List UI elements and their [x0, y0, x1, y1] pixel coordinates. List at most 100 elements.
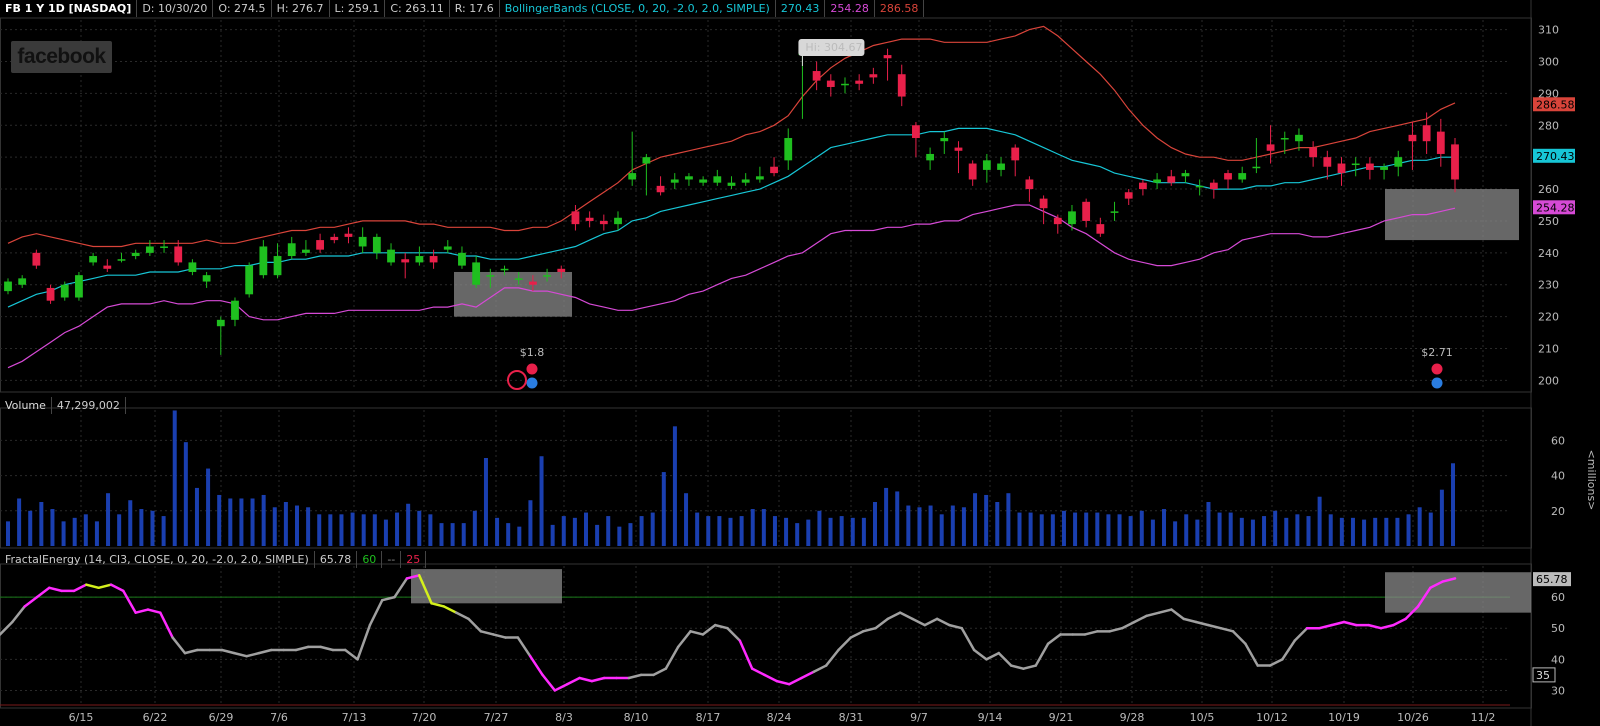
x-tick-label: 7/20 [412, 711, 437, 724]
volume-bar [995, 502, 1000, 546]
volume-bar [1451, 463, 1455, 546]
fe-line-segment [442, 605, 458, 614]
candle-body [1068, 211, 1076, 225]
x-tick-label: 10/26 [1397, 711, 1429, 724]
volume-bar [917, 507, 922, 546]
price-y-tick: 220 [1538, 311, 1559, 324]
candle-body [812, 71, 821, 81]
volume-bar [295, 505, 299, 546]
volume-bar [1184, 514, 1189, 546]
x-tick-label: 9/7 [910, 711, 928, 724]
volume-label[interactable]: Volume [0, 397, 52, 414]
candle-body [1209, 182, 1218, 190]
candle-body [741, 179, 750, 183]
fe-level-hi: 60 [357, 551, 383, 568]
candle-body [940, 138, 949, 142]
bollinger-label[interactable]: BollingerBands (CLOSE, 0, 20, -2.0, 2.0,… [500, 0, 776, 17]
bollinger-lower-line [7, 204, 1456, 369]
dividend-info-icon [1431, 377, 1443, 389]
candle-body [117, 259, 126, 261]
volume-bar [1250, 519, 1255, 546]
fe-level-lo: 25 [401, 551, 427, 568]
volume-bar [817, 510, 822, 546]
fe-line-segment [1022, 664, 1038, 670]
candle-body [912, 125, 920, 139]
candle-body [32, 252, 41, 266]
candle-body [642, 157, 651, 164]
upper-band-tag-bg [1533, 97, 1575, 112]
volume-bar [1328, 514, 1333, 546]
candle-body [1167, 176, 1176, 183]
candle-body [245, 265, 254, 295]
fe-y-tick: 60 [1551, 591, 1565, 604]
volume-bar [1373, 517, 1378, 546]
fe-line-segment [1441, 577, 1457, 583]
volume-bar [406, 503, 411, 546]
fe-line-segment [1170, 608, 1185, 621]
price-header: FB 1 Y 1D [NASDAQ] D: 10/30/20 O: 274.5 … [0, 0, 925, 17]
candle-body [231, 300, 239, 320]
x-tick-label: 8/31 [839, 711, 864, 724]
fe-line-segment [171, 636, 187, 655]
fe-line-segment [1207, 623, 1222, 630]
fe-line-segment [294, 645, 310, 652]
volume-bar [584, 512, 588, 546]
fe-line-segment [1046, 633, 1062, 646]
volume-bar [272, 507, 277, 546]
volume-bar [795, 523, 800, 546]
fe-line-segment [454, 611, 470, 621]
fractal-energy-value: 65.78 [315, 551, 358, 568]
volume-bar [850, 517, 855, 546]
x-tick-label: 6/15 [69, 711, 94, 724]
candle-body [628, 173, 637, 180]
volume-bar [72, 517, 77, 546]
fe-line-segment [344, 648, 359, 661]
fractal-energy-label[interactable]: FractalEnergy (14, CI3, CLOSE, 0, 20, -2… [0, 551, 315, 568]
fe-line-segment [11, 605, 26, 624]
volume-bar [1028, 512, 1033, 546]
candle-body [1238, 173, 1247, 180]
volume-bar [517, 526, 522, 546]
x-tick-label: 7/6 [270, 711, 288, 724]
volume-bar [50, 509, 55, 546]
fe-line-segment [763, 673, 779, 683]
volume-bar [784, 517, 789, 546]
x-tick-label: 7/27 [484, 711, 509, 724]
fe-line-segment [134, 608, 150, 614]
volume-bar [239, 498, 244, 546]
fe-line-segment [565, 676, 581, 686]
symbol-label[interactable]: FB 1 Y 1D [NASDAQ] [0, 0, 138, 17]
fractal-energy-header: FractalEnergy (14, CI3, CLOSE, 0, 20, -2… [0, 551, 427, 568]
fe-line-segment [356, 623, 372, 661]
volume-bar [1084, 512, 1089, 546]
fe-value-tag-bg [1533, 572, 1571, 587]
volume-bar [739, 516, 744, 546]
fe-line-segment [380, 595, 396, 602]
x-tick-label: 7/13 [342, 711, 367, 724]
candle-body [1053, 217, 1062, 225]
volume-bar [106, 493, 111, 546]
volume-bar [984, 494, 989, 546]
volume-bar [383, 519, 388, 546]
volume-bar [306, 507, 311, 546]
volume-bar [539, 456, 544, 546]
fe-line-segment [985, 651, 1001, 661]
candle-body [358, 236, 367, 247]
fe-line-segment [911, 617, 927, 627]
candle-body [1252, 166, 1261, 169]
fe-line-segment [417, 574, 433, 605]
x-tick-label: 11/2 [1471, 711, 1496, 724]
open-readout: O: 274.5 [213, 0, 272, 17]
close-readout: C: 263.11 [385, 0, 450, 17]
fe-line-segment [948, 623, 964, 630]
x-tick-label: 8/17 [696, 711, 721, 724]
candle-body [982, 160, 991, 170]
volume-bar [761, 509, 766, 546]
fe-line-segment [1404, 605, 1420, 621]
candle-body [1436, 131, 1445, 154]
volume-bar [1106, 514, 1111, 546]
volume-bar [1128, 516, 1133, 546]
candle-body [841, 83, 849, 86]
volume-bar [194, 487, 199, 546]
volume-bar [1417, 507, 1422, 546]
